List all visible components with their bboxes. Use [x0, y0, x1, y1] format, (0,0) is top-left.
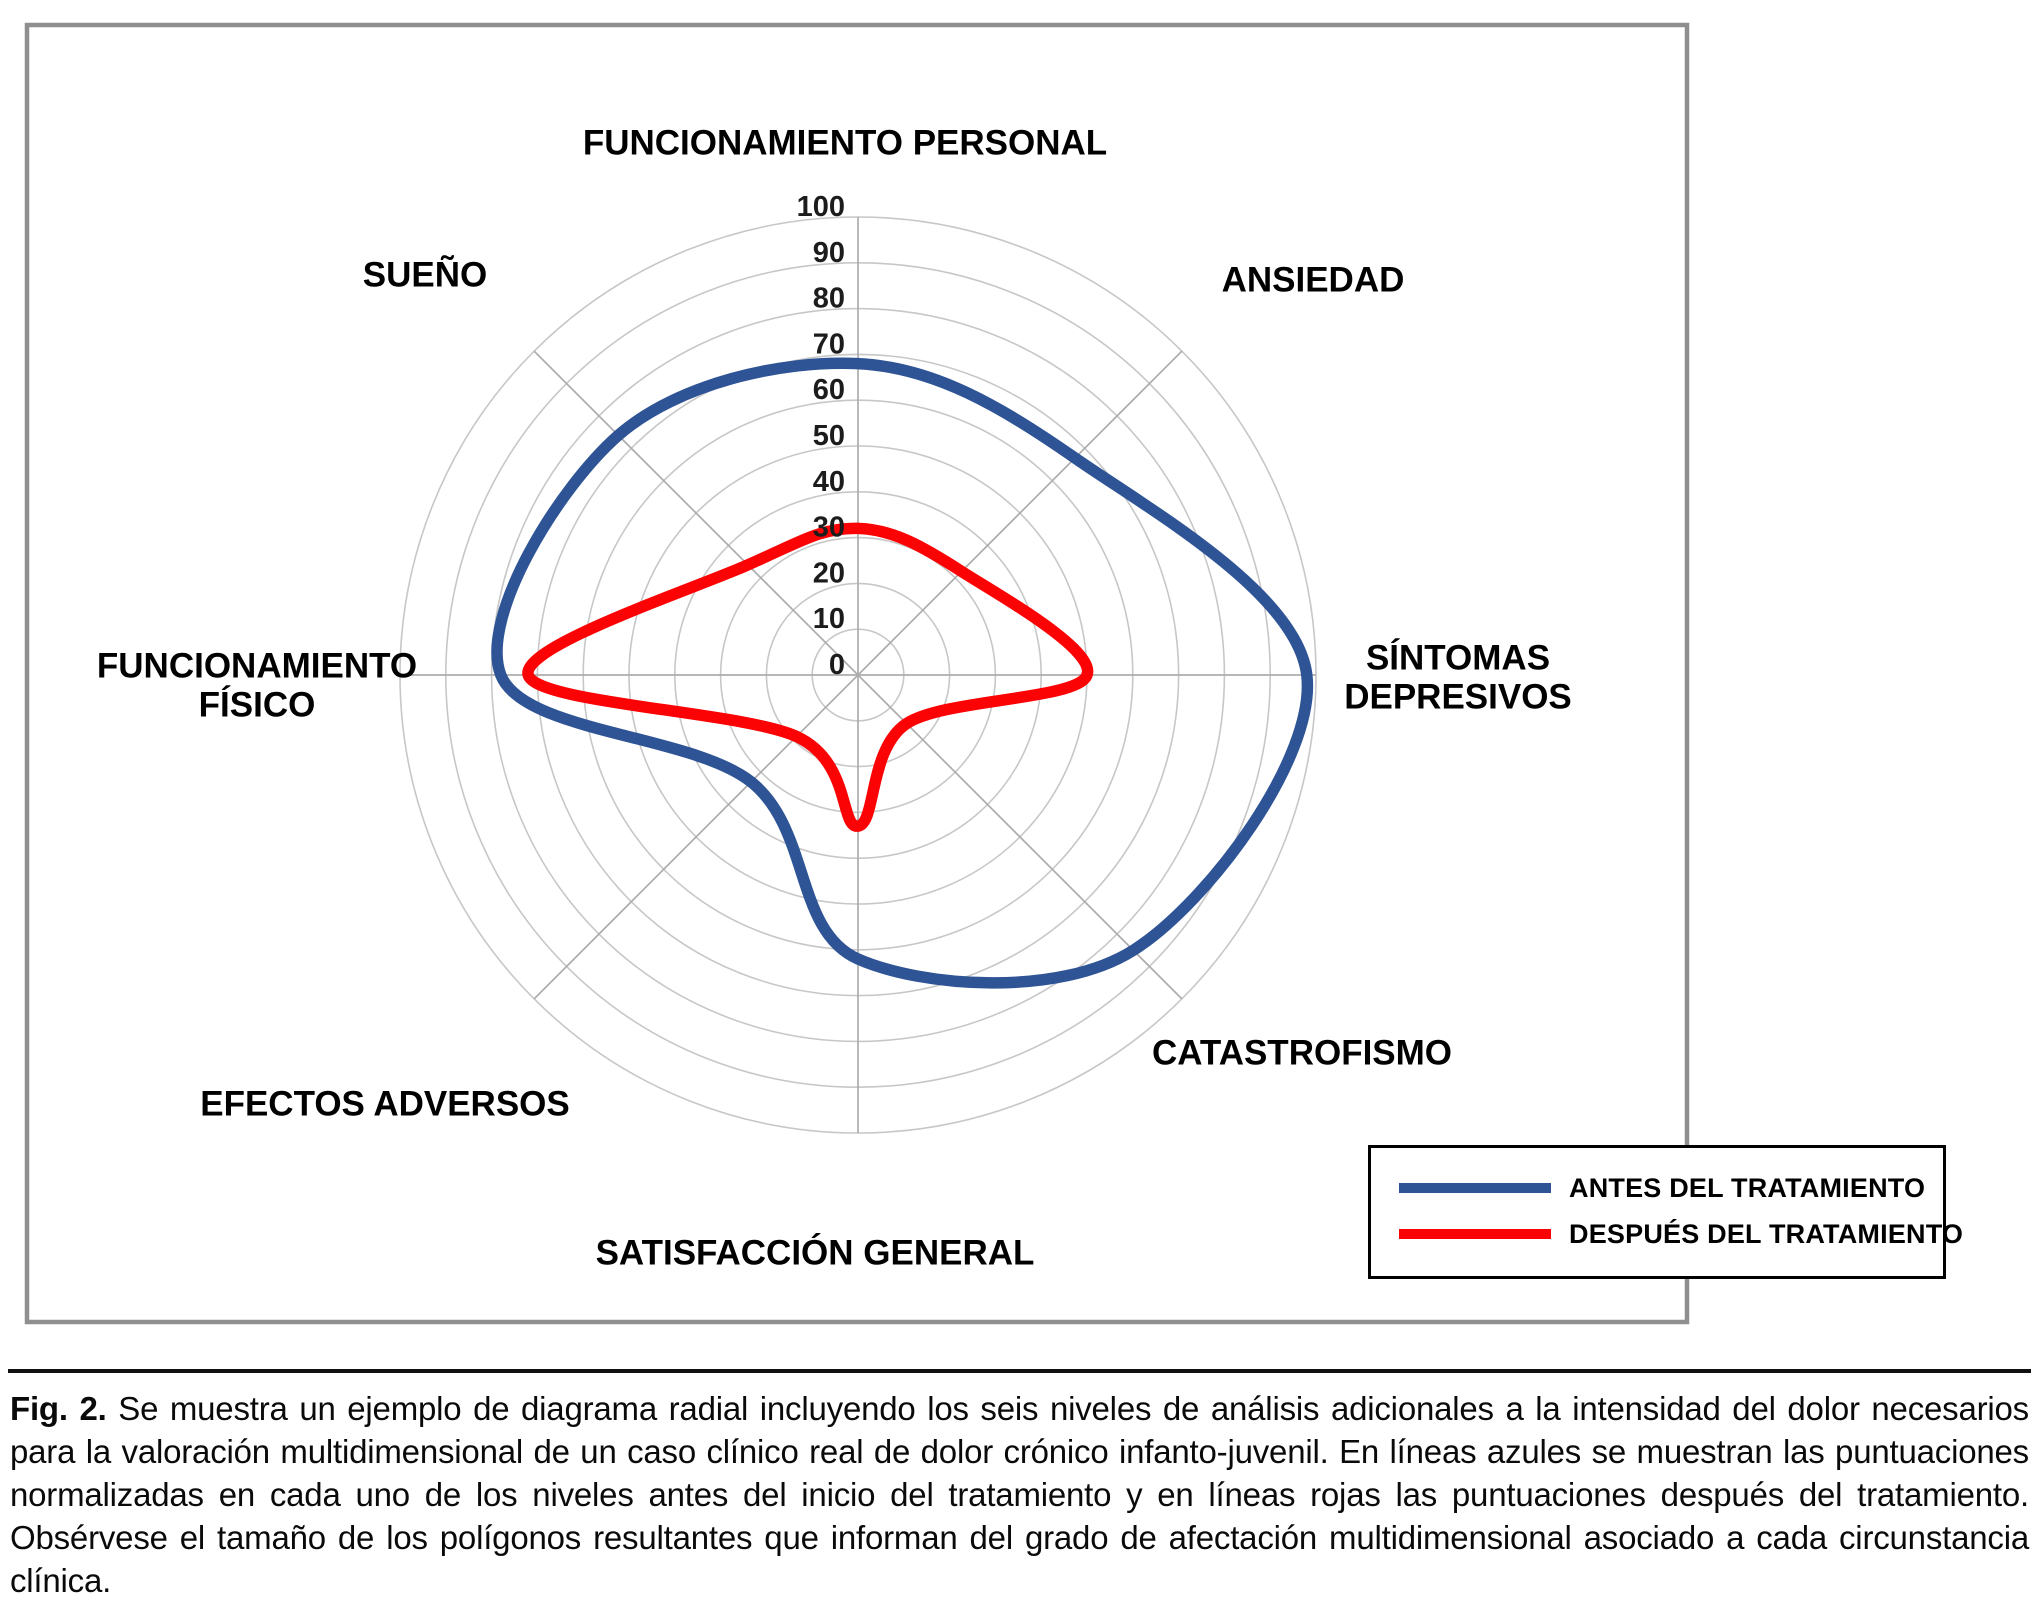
axis-tick-label: 20: [813, 557, 845, 589]
grid-spoke: [533, 350, 859, 676]
caption-label: Fig. 2.: [10, 1390, 107, 1427]
axis-tick-label: 50: [813, 420, 845, 452]
axis-tick-label: 60: [813, 374, 845, 406]
category-label: FUNCIONAMIENTO: [97, 647, 417, 686]
axis-tick-label: 70: [813, 328, 845, 360]
legend-label-despues: DESPUÉS DEL TRATAMIENTO: [1569, 1218, 1964, 1249]
category-label: ANSIEDAD: [1222, 261, 1405, 300]
legend-line-red-icon: [1399, 1229, 1551, 1239]
category-label: DEPRESIVOS: [1344, 678, 1572, 717]
legend-item-despues: DESPUÉS DEL TRATAMIENTO: [1399, 1214, 1963, 1254]
category-label: SATISFACCIÓN GENERAL: [596, 1233, 1035, 1273]
chart-legend: ANTES DEL TRATAMIENTO DESPUÉS DEL TRATAM…: [1368, 1145, 1963, 1279]
axis-tick-label: 30: [813, 512, 845, 544]
grid-spoke: [533, 674, 859, 1000]
caption-text: Se muestra un ejemplo de diagrama radial…: [10, 1390, 2029, 1599]
series-line-antes: [491, 357, 1314, 989]
category-label: FÍSICO: [199, 685, 316, 725]
legend-item-antes: ANTES DEL TRATAMIENTO: [1399, 1168, 1943, 1208]
axis-tick-label: 0: [829, 649, 845, 681]
category-label: SUEÑO: [363, 256, 487, 295]
legend-label-antes: ANTES DEL TRATAMIENTO: [1569, 1172, 1926, 1203]
axis-tick-label: 100: [797, 191, 845, 223]
axis-tick-label: 80: [813, 283, 845, 315]
grid-spoke: [857, 350, 1183, 676]
axis-tick-label: 90: [813, 237, 845, 269]
caption-divider: [8, 1369, 2031, 1373]
series-line-despues: [522, 522, 1094, 832]
category-label: EFECTOS ADVERSOS: [200, 1085, 570, 1124]
category-label: CATASTROFISMO: [1152, 1034, 1452, 1073]
category-label: FUNCIONAMIENTO PERSONAL: [583, 124, 1107, 163]
category-label: SÍNTOMAS: [1366, 638, 1550, 678]
figure-caption: Fig. 2. Se muestra un ejemplo de diagram…: [10, 1387, 2029, 1602]
grid-spoke: [857, 674, 1183, 1000]
legend-line-blue-icon: [1399, 1183, 1551, 1193]
axis-tick-label: 10: [813, 603, 845, 635]
axis-tick-label: 40: [813, 466, 845, 498]
